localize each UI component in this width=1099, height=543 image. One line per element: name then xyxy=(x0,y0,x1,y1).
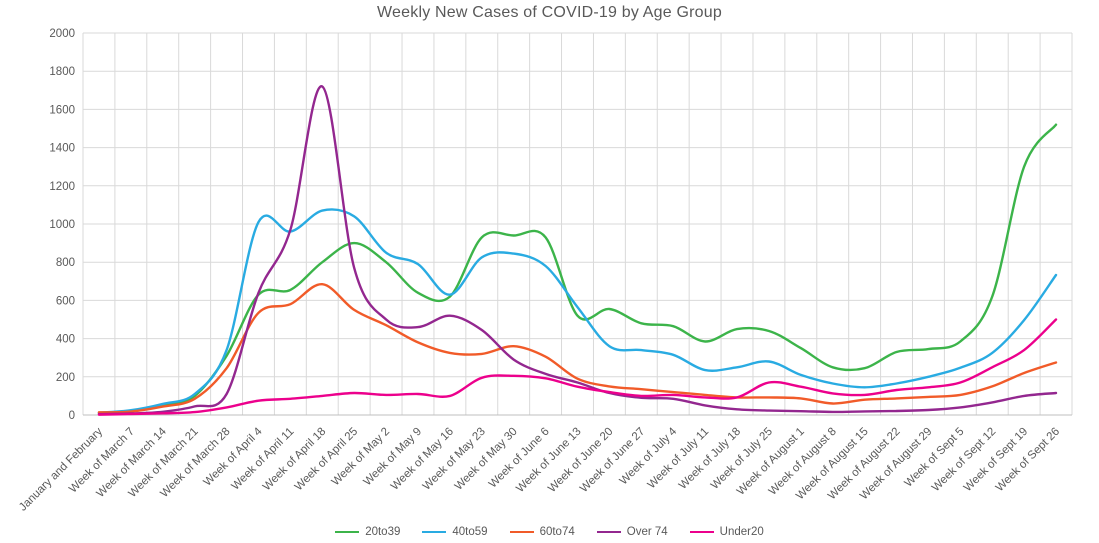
y-axis-tick-label: 200 xyxy=(56,372,75,384)
series-line-over-74[interactable] xyxy=(97,85,1058,416)
legend-item-under20[interactable]: Under20 xyxy=(689,526,764,538)
legend-swatch-line xyxy=(335,531,360,533)
y-axis-tick-label: 400 xyxy=(56,334,75,346)
legend-label: 60to74 xyxy=(539,526,575,538)
legend-item-60to74[interactable]: 60to74 xyxy=(509,526,575,538)
y-axis-tick-label: 2000 xyxy=(49,28,75,40)
legend-item-40to59[interactable]: 40to59 xyxy=(422,526,488,538)
legend-label: 40to59 xyxy=(452,526,488,538)
legend-swatch-line xyxy=(509,531,534,533)
series-line-60to74[interactable] xyxy=(97,283,1058,414)
y-axis-tick-label: 1400 xyxy=(49,143,75,155)
y-axis-tick-label: 1000 xyxy=(49,219,75,231)
legend-label: Over 74 xyxy=(626,526,668,538)
y-axis-tick-label: 1800 xyxy=(49,66,75,78)
legend-item-over-74[interactable]: Over 74 xyxy=(596,526,668,538)
series-line-40to59[interactable] xyxy=(97,208,1058,414)
series-line-under20[interactable] xyxy=(97,318,1058,416)
x-axis-tick-label: Week of May 2 xyxy=(330,426,393,489)
legend-label: Under20 xyxy=(719,526,764,538)
y-axis-tick-label: 600 xyxy=(56,295,75,307)
y-axis-tick-label: 0 xyxy=(69,410,75,422)
chart-legend: 20to39 40to59 60to74 Over 74 Under20 xyxy=(0,526,1099,538)
chart-title: Weekly New Cases of COVID-19 by Age Grou… xyxy=(377,4,722,21)
y-axis-tick-label: 1600 xyxy=(49,104,75,116)
legend-label: 20to39 xyxy=(365,526,401,538)
x-axis-tick-label: Week of July 4 xyxy=(618,425,680,487)
legend-item-20to39[interactable]: 20to39 xyxy=(335,526,400,538)
legend-swatch-line xyxy=(689,531,714,533)
legend-swatch-line xyxy=(422,531,447,533)
legend-swatch-line xyxy=(596,531,621,533)
y-axis-tick-label: 1200 xyxy=(49,181,75,193)
y-axis-tick-label: 800 xyxy=(56,257,75,269)
line-chart-svg: 0200400600800100012001400160018002000Jan… xyxy=(17,28,1073,514)
x-axis-tick-label: Week of May 9 xyxy=(362,426,425,489)
